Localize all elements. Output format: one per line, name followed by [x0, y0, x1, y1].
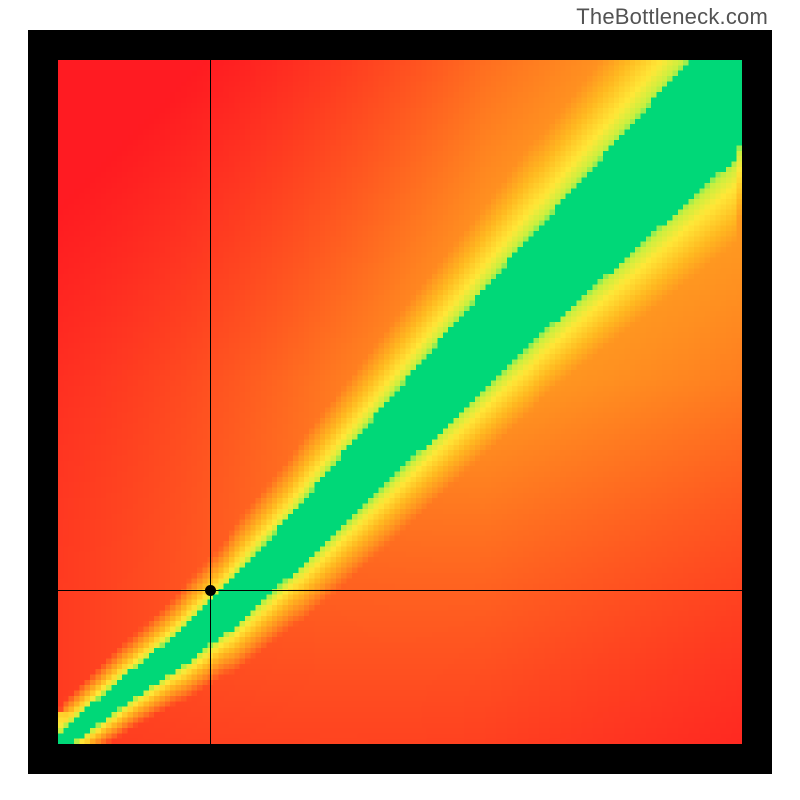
crosshair-horizontal: [58, 590, 742, 591]
watermark-text: TheBottleneck.com: [576, 4, 768, 30]
crosshair-marker-dot: [205, 585, 216, 596]
chart-container: TheBottleneck.com: [0, 0, 800, 800]
crosshair-vertical: [210, 60, 211, 744]
heatmap-canvas: [58, 60, 742, 744]
